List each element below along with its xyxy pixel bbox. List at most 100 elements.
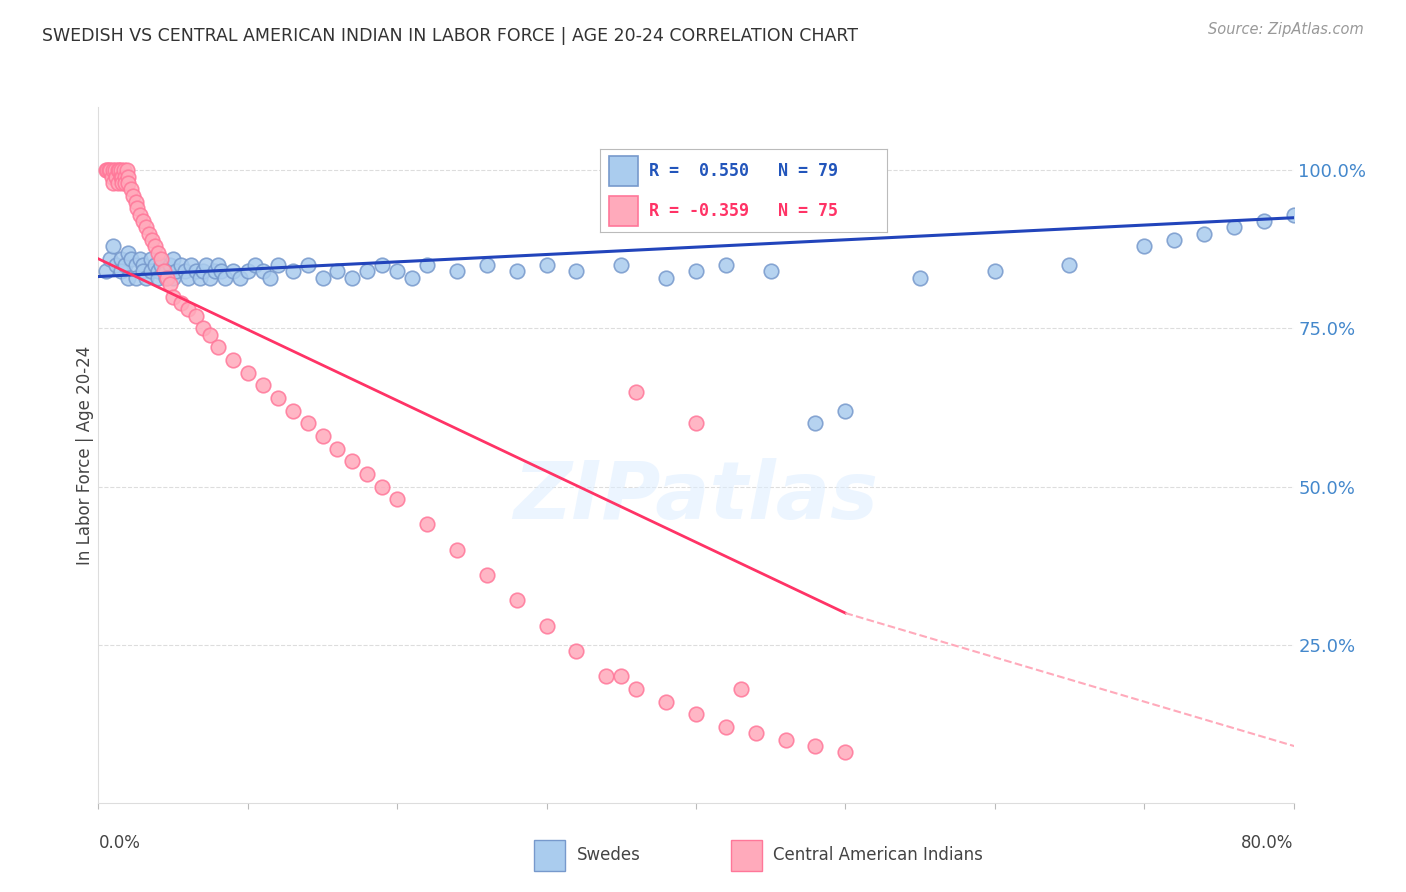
Point <box>834 403 856 417</box>
Point <box>177 270 200 285</box>
Text: Central American Indians: Central American Indians <box>773 847 983 864</box>
Point <box>129 208 152 222</box>
Point <box>132 264 155 278</box>
Point <box>135 270 157 285</box>
Point <box>984 264 1007 278</box>
Point <box>908 270 931 285</box>
Point <box>714 258 737 272</box>
Point <box>108 163 131 178</box>
Point <box>536 258 558 272</box>
Point <box>138 227 160 241</box>
Text: R =  0.550: R = 0.550 <box>650 162 749 180</box>
Point <box>446 264 468 278</box>
Point <box>153 264 176 278</box>
Point <box>120 182 142 196</box>
Point <box>105 258 128 272</box>
FancyBboxPatch shape <box>609 156 638 186</box>
Point <box>120 252 142 266</box>
Point <box>139 252 162 266</box>
Point <box>236 264 259 278</box>
Point <box>536 618 558 632</box>
Point <box>371 258 394 272</box>
Point <box>162 290 184 304</box>
Point <box>132 258 155 272</box>
Point <box>191 264 214 278</box>
Point <box>804 739 827 753</box>
Point <box>148 245 170 260</box>
Point <box>121 188 143 202</box>
Text: N = 79: N = 79 <box>778 162 838 180</box>
Point <box>200 327 222 342</box>
Point <box>184 309 207 323</box>
Point <box>141 233 163 247</box>
Point <box>117 245 139 260</box>
Point <box>112 163 135 178</box>
Point <box>207 340 229 354</box>
Point <box>804 417 827 431</box>
Point <box>655 695 678 709</box>
Point <box>188 270 211 285</box>
Point <box>245 258 267 272</box>
Point <box>94 163 117 178</box>
Point <box>110 163 132 178</box>
Point <box>155 264 177 278</box>
Point <box>162 252 184 266</box>
Point <box>506 264 529 278</box>
Text: Swedes: Swedes <box>576 847 640 864</box>
Point <box>143 258 166 272</box>
Point <box>127 201 149 215</box>
Point <box>114 169 136 184</box>
Point <box>281 403 304 417</box>
Text: ZIPatlas: ZIPatlas <box>513 458 879 536</box>
Point <box>610 258 633 272</box>
Point <box>103 239 125 253</box>
Point <box>311 270 333 285</box>
Point <box>1282 208 1305 222</box>
Point <box>169 258 191 272</box>
Point <box>103 163 125 178</box>
Point <box>252 264 274 278</box>
Text: SWEDISH VS CENTRAL AMERICAN INDIAN IN LABOR FORCE | AGE 20-24 CORRELATION CHART: SWEDISH VS CENTRAL AMERICAN INDIAN IN LA… <box>42 27 858 45</box>
Point <box>107 176 129 190</box>
Point <box>200 270 222 285</box>
Point <box>714 720 737 734</box>
Point <box>156 270 179 285</box>
Point <box>267 258 290 272</box>
Point <box>97 163 120 178</box>
Point <box>135 220 157 235</box>
Point <box>1059 258 1081 272</box>
Point <box>148 270 170 285</box>
Point <box>416 517 439 532</box>
Text: Source: ZipAtlas.com: Source: ZipAtlas.com <box>1208 22 1364 37</box>
Point <box>104 163 127 178</box>
Point <box>100 252 122 266</box>
Point <box>236 366 259 380</box>
Text: R = -0.359: R = -0.359 <box>650 202 749 219</box>
Point <box>297 258 319 272</box>
Point <box>125 258 148 272</box>
Point <box>626 681 648 696</box>
Point <box>446 542 468 557</box>
Point <box>111 176 134 190</box>
Point <box>117 270 139 285</box>
Point <box>311 429 333 443</box>
Point <box>96 163 118 178</box>
Point <box>110 169 132 184</box>
Point <box>371 479 394 493</box>
Point <box>177 302 200 317</box>
Point <box>655 270 678 285</box>
Point <box>174 264 197 278</box>
Point <box>114 258 136 272</box>
Point <box>150 258 173 272</box>
Point <box>1133 239 1156 253</box>
Point <box>107 163 129 178</box>
Point <box>342 270 364 285</box>
Point <box>759 264 782 278</box>
Point <box>565 644 588 658</box>
Point <box>475 258 498 272</box>
Point <box>129 252 152 266</box>
Point <box>100 163 122 178</box>
Point <box>159 258 181 272</box>
Point <box>685 264 707 278</box>
Point <box>222 264 245 278</box>
